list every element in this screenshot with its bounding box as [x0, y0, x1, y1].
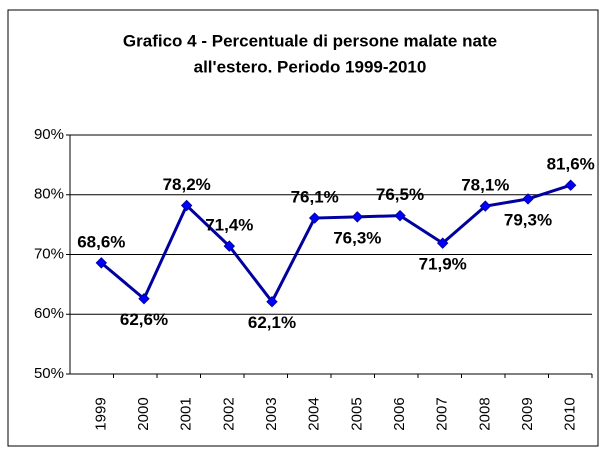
x-tick-label: 2009	[519, 397, 536, 430]
value-label: 76,3%	[333, 228, 381, 247]
value-label: 81,6%	[547, 155, 595, 174]
marker	[266, 295, 278, 308]
x-tick-label: 2003	[263, 397, 280, 430]
x-tick-label: 1999	[92, 397, 109, 430]
chart-title: Grafico 4 - Percentuale di persone malat…	[123, 31, 497, 50]
chart-border	[7, 9, 599, 447]
value-label: 62,6%	[120, 310, 168, 329]
y-tick-label: 50%	[34, 365, 64, 382]
x-tick-label: 2007	[434, 397, 451, 430]
marker	[223, 240, 236, 252]
x-tick-label: 2008	[476, 397, 493, 430]
value-label: 62,1%	[248, 313, 296, 332]
marker	[308, 212, 321, 224]
marker	[436, 237, 449, 249]
value-label: 68,6%	[77, 232, 125, 251]
value-label: 78,1%	[461, 176, 509, 195]
value-label: 76,5%	[376, 185, 424, 204]
value-label: 71,4%	[205, 216, 253, 235]
marker	[95, 257, 108, 269]
value-label: 78,2%	[163, 175, 211, 194]
marker	[394, 209, 406, 222]
value-label: 76,1%	[291, 188, 339, 207]
x-tick-label: 2010	[562, 397, 579, 430]
chart-title: all'estero. Periodo 1999-2010	[194, 57, 427, 76]
value-label: 79,3%	[504, 210, 552, 229]
x-tick-label: 2005	[348, 397, 365, 430]
y-tick-label: 80%	[34, 186, 64, 203]
y-tick-label: 60%	[34, 305, 64, 322]
marker	[522, 193, 534, 205]
x-tick-label: 2002	[220, 397, 237, 430]
marker	[564, 179, 577, 191]
x-tick-label: 2001	[178, 397, 195, 430]
y-tick-label: 90%	[34, 126, 64, 143]
y-tick-label: 70%	[34, 245, 64, 262]
x-tick-label: 2006	[391, 397, 408, 430]
line	[100, 183, 572, 305]
marker	[479, 200, 492, 212]
marker	[138, 293, 150, 305]
marker	[351, 211, 364, 223]
x-tick-label: 2000	[135, 397, 152, 430]
x-tick-label: 2004	[306, 397, 323, 430]
marker	[180, 199, 193, 212]
value-label: 71,9%	[419, 255, 467, 274]
